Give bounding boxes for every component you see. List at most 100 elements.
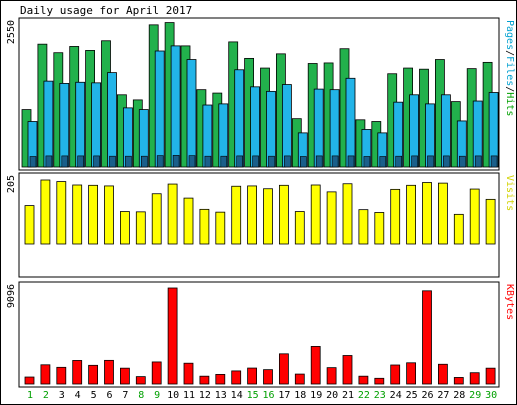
bar-visits-22 [358,209,369,245]
day-label-19: 19 [310,390,322,401]
bar-pages-26 [427,155,434,168]
axis-label-hits: Pages/Files/Hits [504,20,515,116]
bar-files-21 [345,77,356,168]
bar-visits-17 [278,184,289,245]
bar-visits-4 [72,184,83,245]
bar-kbytes-11 [183,362,194,385]
bar-pages-5 [93,155,100,168]
bar-files-19 [313,88,324,168]
bar-visits-14 [231,185,242,245]
day-label-25: 25 [406,390,418,401]
bar-files-5 [91,82,101,168]
day-label-15: 15 [247,390,259,401]
bar-visits-7 [120,211,130,245]
bar-visits-19 [310,184,321,245]
bar-visits-1 [24,205,35,245]
bar-kbytes-7 [120,367,130,385]
bar-pages-9 [156,155,164,168]
bar-visits-29 [469,188,480,245]
bar-visits-15 [247,185,258,245]
bar-kbytes-5 [88,364,98,385]
bar-visits-2 [40,179,51,245]
bar-kbytes-10 [167,287,178,385]
bar-visits-11 [183,197,194,245]
bar-pages-7 [125,155,132,168]
bar-files-16 [266,90,276,168]
bar-kbytes-20 [326,367,337,385]
bar-files-10 [170,45,181,168]
bar-files-17 [281,84,292,168]
bar-visits-16 [263,188,273,245]
bar-pages-30 [490,155,498,168]
bar-pages-10 [172,155,180,168]
bar-pages-6 [109,155,116,168]
bar-kbytes-22 [358,375,369,385]
day-label-4: 4 [75,390,81,401]
bar-pages-29 [474,155,482,168]
bar-visits-24 [390,188,401,245]
bar-pages-28 [458,155,466,168]
bar-visits-8 [135,211,146,245]
bar-visits-3 [56,181,67,245]
bar-pages-23 [379,156,387,168]
bar-kbytes-1 [24,376,35,385]
bar-visits-25 [406,184,417,245]
bar-pages-15 [252,155,259,168]
bar-kbytes-9 [151,361,162,385]
bar-kbytes-13 [215,373,226,385]
bar-files-15 [250,86,261,168]
bar-pages-22 [363,156,371,168]
bar-kbytes-6 [104,359,114,385]
bar-kbytes-17 [278,353,289,385]
bar-kbytes-3 [56,366,67,385]
bar-pages-8 [141,155,148,168]
day-label-22: 22 [358,390,370,401]
bar-kbytes-8 [135,376,146,385]
bar-visits-10 [167,183,178,245]
bar-visits-27 [437,182,448,245]
bar-files-4 [75,81,86,168]
bar-pages-18 [299,156,307,168]
bar-pages-25 [411,155,418,168]
day-label-1: 1 [27,390,33,401]
chart-title: Daily usage for April 2017 [20,4,192,17]
day-label-3: 3 [59,390,65,401]
bar-visits-23 [374,212,385,245]
bar-kbytes-16 [263,369,273,385]
bar-pages-3 [61,155,69,168]
bar-pages-13 [220,155,228,168]
bar-kbytes-29 [469,372,480,385]
bar-pages-21 [347,155,355,168]
axis-label-visits: Visits [504,175,515,211]
bar-files-6 [107,72,117,168]
day-label-12: 12 [199,390,211,401]
bar-kbytes-23 [374,377,385,385]
bar-visits-13 [215,211,226,245]
bar-visits-30 [485,198,496,245]
day-label-24: 24 [390,390,402,401]
day-label-14: 14 [231,390,243,401]
day-label-27: 27 [437,390,449,401]
day-label-18: 18 [294,390,306,401]
bar-kbytes-2 [40,364,51,385]
day-label-23: 23 [374,390,386,401]
day-label-30: 30 [485,390,497,401]
panel-frame-kbytes [18,281,500,388]
day-label-10: 10 [167,390,179,401]
bar-pages-20 [331,155,339,168]
day-label-9: 9 [154,390,160,401]
bar-kbytes-30 [485,367,496,385]
max-label-kbytes: 9096 [6,284,17,308]
bar-pages-17 [284,155,291,168]
bar-pages-19 [315,155,323,168]
bar-kbytes-24 [390,364,401,385]
day-label-21: 21 [342,390,354,401]
max-label-hits: 2550 [6,20,17,44]
day-label-26: 26 [421,390,433,401]
day-label-16: 16 [262,390,274,401]
bar-kbytes-15 [247,367,258,385]
bar-kbytes-21 [342,355,353,385]
bar-pages-4 [77,155,84,168]
bar-visits-28 [453,213,464,245]
bar-visits-5 [88,184,98,245]
